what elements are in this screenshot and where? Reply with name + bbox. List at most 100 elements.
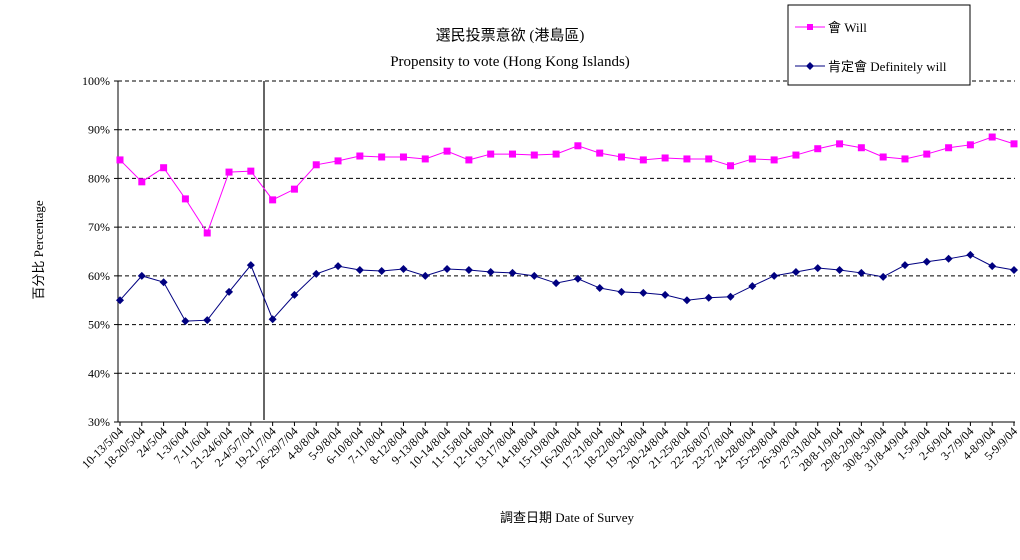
- data-point-definitely-will: [704, 293, 713, 302]
- data-point-definitely-will: [355, 266, 364, 275]
- data-point-will: [356, 152, 364, 160]
- y-tick-label: 60%: [88, 269, 110, 283]
- data-point-will: [290, 185, 298, 193]
- y-tick-label: 50%: [88, 318, 110, 332]
- y-tick-label: 90%: [88, 123, 110, 137]
- data-point-will: [1010, 140, 1018, 148]
- chart-subtitle: Propensity to vote (Hong Kong Islands): [390, 54, 630, 70]
- data-point-will: [487, 150, 495, 158]
- data-point-definitely-will: [290, 290, 299, 299]
- y-tick-label: 30%: [88, 415, 110, 429]
- data-point-will: [574, 142, 582, 150]
- data-point-definitely-will: [1010, 266, 1018, 275]
- data-point-definitely-will: [552, 279, 561, 288]
- data-point-will: [465, 156, 473, 164]
- data-point-definitely-will: [203, 316, 212, 325]
- y-tick-label: 100%: [82, 74, 110, 88]
- y-tick-label: 80%: [88, 171, 110, 185]
- data-point-will: [683, 155, 691, 163]
- data-point-definitely-will: [377, 266, 386, 275]
- data-point-will: [705, 155, 713, 163]
- data-point-will: [618, 153, 626, 161]
- data-point-will: [770, 156, 778, 164]
- data-point-definitely-will: [159, 278, 168, 287]
- data-point-definitely-will: [966, 250, 975, 259]
- legend-definitely-label: 肯定會 Definitely will: [828, 59, 947, 74]
- data-point-will: [988, 133, 996, 141]
- data-point-will: [836, 140, 844, 148]
- data-point-will: [814, 145, 822, 153]
- data-point-will: [312, 161, 320, 169]
- data-point-definitely-will: [857, 268, 866, 277]
- data-point-will: [508, 150, 516, 158]
- data-point-definitely-will: [661, 290, 670, 299]
- data-point-definitely-will: [334, 262, 343, 271]
- data-point-definitely-will: [530, 271, 539, 280]
- data-point-definitely-will: [464, 266, 473, 275]
- data-point-definitely-will: [312, 269, 321, 278]
- data-point-will: [203, 229, 211, 237]
- data-point-will: [552, 150, 560, 158]
- data-point-definitely-will: [573, 274, 582, 283]
- data-point-definitely-will: [748, 282, 757, 291]
- legend: 會 Will 肯定會 Definitely will: [787, 4, 971, 86]
- data-point-definitely-will: [486, 267, 495, 276]
- data-point-definitely-will: [682, 296, 691, 305]
- data-point-will: [879, 153, 887, 161]
- data-point-definitely-will: [268, 315, 277, 324]
- data-point-will: [530, 151, 538, 159]
- data-point-will: [181, 195, 189, 203]
- data-point-will: [421, 155, 429, 163]
- data-point-definitely-will: [399, 265, 408, 274]
- data-point-will: [138, 178, 146, 186]
- data-point-will: [399, 153, 407, 161]
- data-point-definitely-will: [421, 271, 430, 280]
- legend-box: [787, 4, 971, 86]
- data-point-definitely-will: [116, 296, 124, 305]
- data-point-definitely-will: [900, 261, 909, 270]
- data-point-definitely-will: [137, 271, 146, 280]
- data-point-definitely-will: [443, 265, 452, 274]
- data-point-will: [857, 144, 865, 152]
- data-point-definitely-will: [791, 267, 800, 276]
- data-point-will: [966, 141, 974, 149]
- chart-title: 選民投票意欲 (港島區): [436, 26, 585, 44]
- data-point-definitely-will: [639, 288, 648, 297]
- data-point-definitely-will: [246, 261, 255, 270]
- data-point-will: [901, 155, 909, 163]
- data-point-will: [334, 157, 342, 165]
- data-point-definitely-will: [879, 272, 888, 281]
- data-point-will: [792, 151, 800, 159]
- legend-will-label: 會 Will: [828, 20, 867, 35]
- data-point-will: [596, 149, 604, 157]
- y-tick-label: 40%: [88, 366, 110, 380]
- data-point-will: [748, 155, 756, 163]
- data-point-will: [727, 162, 735, 170]
- data-point-definitely-will: [770, 271, 779, 280]
- data-point-definitely-will: [181, 317, 190, 326]
- data-point-definitely-will: [944, 254, 953, 263]
- data-point-will: [639, 156, 647, 164]
- data-point-will: [661, 154, 669, 162]
- data-point-will: [443, 147, 451, 155]
- series-line-0: [119, 136, 1015, 235]
- data-point-will: [225, 168, 233, 176]
- data-point-definitely-will: [617, 287, 626, 296]
- data-point-definitely-will: [508, 268, 517, 277]
- data-point-definitely-will: [922, 257, 931, 266]
- legend-will-marker: [807, 24, 813, 30]
- data-point-definitely-will: [835, 266, 844, 275]
- y-axis-label: 百分比 Percentage: [31, 200, 46, 300]
- legend-definitely-marker: [806, 62, 814, 70]
- series-line-1: [119, 254, 1015, 322]
- x-axis-label: 調查日期 Date of Survey: [500, 510, 634, 525]
- data-point-will: [378, 153, 386, 161]
- data-point-will: [116, 156, 124, 164]
- data-point-definitely-will: [595, 284, 604, 293]
- data-point-will: [160, 164, 168, 172]
- data-point-definitely-will: [225, 287, 234, 296]
- data-point-definitely-will: [988, 262, 997, 271]
- data-point-definitely-will: [813, 264, 822, 273]
- data-point-will: [269, 196, 277, 204]
